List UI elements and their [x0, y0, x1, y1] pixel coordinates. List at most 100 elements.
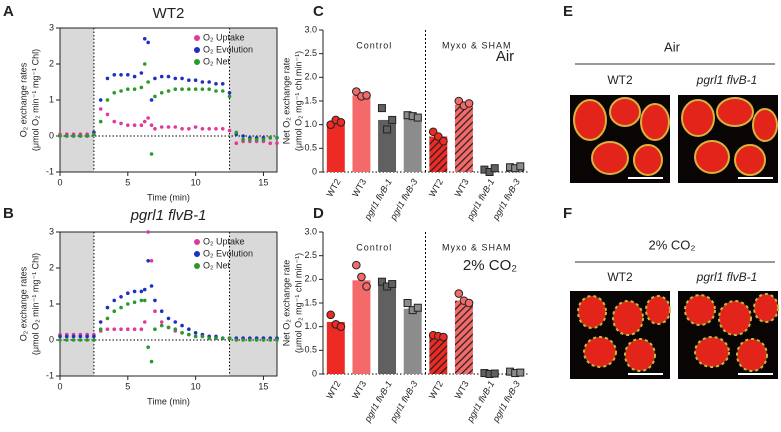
data-point	[112, 91, 117, 95]
group-label: Myxo & SHAM	[442, 242, 512, 252]
data-point	[92, 338, 96, 342]
data-point	[142, 62, 147, 66]
x-axis-label: Time (min)	[147, 396, 190, 406]
data-point	[58, 334, 62, 339]
data-point	[153, 94, 157, 99]
data-point	[119, 327, 123, 332]
data-point	[166, 125, 171, 129]
data-point	[227, 128, 232, 133]
y-axis-label: (μmol O₂ min⁻¹ mg⁻¹ Chl)	[30, 49, 40, 151]
replicate-point	[362, 91, 371, 100]
y-tick-label: 2	[49, 58, 54, 68]
data-point	[64, 134, 69, 138]
data-point	[146, 230, 150, 234]
x-tick-label: WT3	[453, 177, 471, 198]
data-point	[146, 116, 150, 120]
data-point	[112, 298, 117, 303]
data-point	[146, 345, 150, 350]
x-tick-label: 10	[191, 177, 201, 187]
data-point	[193, 87, 198, 91]
replicate-point	[326, 310, 335, 320]
data-point	[207, 336, 211, 341]
data-point	[214, 127, 218, 131]
replicate-point	[413, 113, 422, 122]
data-point	[112, 327, 117, 332]
data-point	[268, 136, 273, 140]
data-point	[200, 334, 205, 339]
data-point	[227, 336, 232, 341]
panel-letter: B	[3, 205, 14, 222]
data-point	[142, 320, 147, 324]
legend-label: O₂ Evolution	[203, 44, 253, 54]
data-point	[227, 94, 232, 99]
data-point	[275, 141, 279, 145]
data-point	[254, 338, 259, 342]
x-tick-label: WT2	[324, 379, 342, 400]
y-tick-label: 3.0	[304, 24, 317, 34]
data-point	[85, 134, 89, 138]
x-tick-label: 0	[57, 381, 62, 391]
data-point	[159, 323, 164, 328]
dark-period	[229, 232, 277, 376]
data-point	[180, 76, 184, 81]
bar	[403, 116, 422, 172]
dark-period	[60, 232, 94, 376]
y-tick-label: 1.5	[304, 95, 317, 105]
dark-period	[229, 28, 277, 172]
data-point	[180, 323, 184, 328]
data-point	[98, 320, 103, 324]
legend-label: O₂ Evolution	[203, 248, 253, 258]
data-point	[180, 127, 184, 131]
y-tick-label: 1	[49, 94, 54, 104]
data-point	[139, 327, 144, 332]
group-label: Control	[356, 40, 392, 50]
data-point	[180, 87, 184, 91]
data-point	[207, 80, 211, 84]
panel-letter: C	[313, 3, 324, 20]
legend-label: O₂ Uptake	[203, 236, 245, 246]
replicate-point	[377, 104, 386, 113]
legend-label: O₂ Net	[203, 260, 230, 270]
data-point	[149, 123, 154, 127]
data-point	[275, 136, 279, 140]
replicate-point	[388, 280, 397, 289]
data-point	[126, 302, 130, 306]
replicate-point	[377, 277, 386, 286]
replicate-point	[464, 298, 474, 308]
bar	[352, 95, 371, 172]
data-point	[166, 74, 171, 79]
y-tick-label: 1.0	[304, 321, 317, 331]
y-tick-label: 3	[49, 226, 54, 236]
image-panel-f: F 2% CO₂ WT2 pgrl1 flvB-1	[563, 205, 779, 379]
y-tick-label: 2.0	[304, 274, 317, 284]
data-point	[92, 132, 96, 136]
data-point	[187, 78, 191, 82]
y-tick-label: 2.5	[304, 48, 317, 58]
data-point	[193, 125, 198, 129]
replicate-point	[439, 332, 448, 342]
data-point	[132, 87, 137, 91]
replicate-point	[352, 260, 361, 270]
data-point	[142, 119, 147, 124]
y-tick-label: 2.0	[304, 72, 317, 82]
bar	[378, 119, 397, 172]
y-axis-label: (μmol O₂ mg⁻¹ chl min⁻¹)	[293, 253, 303, 353]
x-axis-label: Time (min)	[147, 192, 190, 202]
data-point	[132, 327, 137, 332]
data-point	[166, 316, 171, 321]
data-point	[112, 309, 117, 314]
y-tick-label: 1.0	[304, 119, 317, 129]
data-point	[234, 338, 239, 342]
data-point	[146, 40, 150, 45]
x-tick-label: 15	[258, 177, 268, 187]
data-point	[220, 89, 225, 93]
data-point	[241, 338, 245, 342]
group-label: Control	[356, 242, 392, 252]
data-point	[64, 338, 69, 342]
replicate-point	[490, 164, 499, 173]
data-point	[241, 134, 245, 138]
cells	[573, 97, 778, 176]
data-point	[85, 334, 89, 339]
data-point	[146, 259, 150, 263]
